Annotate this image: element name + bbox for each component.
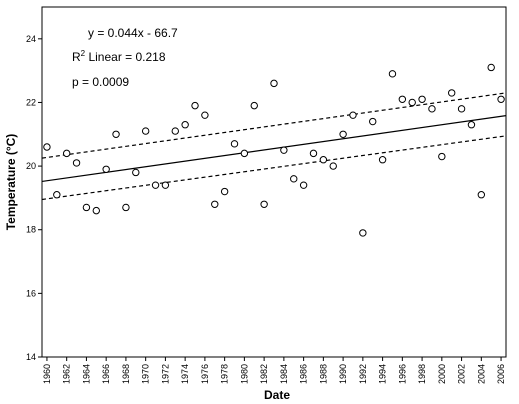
- data-point: [220, 187, 229, 196]
- y-axis: 14 16 18 20 22 24: [26, 34, 42, 362]
- data-point: [359, 229, 367, 237]
- data-point: [418, 95, 426, 103]
- data-point: [408, 98, 416, 107]
- x-tick-label: 2006: [496, 364, 506, 384]
- data-point: [388, 70, 397, 78]
- data-point: [270, 79, 278, 88]
- r2-label: R2 Linear = 0.218: [72, 49, 166, 64]
- p-value-label: p = 0.0009: [72, 75, 129, 89]
- x-tick-label: 2002: [457, 364, 467, 384]
- y-tick-label: 14: [26, 352, 36, 362]
- r2-prefix: R: [72, 50, 81, 64]
- x-axis-title: Date: [264, 388, 290, 402]
- x-tick-label: 1968: [121, 364, 131, 384]
- data-point: [339, 130, 347, 138]
- x-tick-label: 2004: [476, 364, 486, 384]
- x-tick-label: 1996: [397, 364, 407, 384]
- x-tick-label: 1988: [318, 364, 328, 384]
- y-axis-title: Temperature (°C): [4, 134, 18, 231]
- x-tick-label: 1966: [101, 364, 111, 384]
- data-point: [329, 162, 337, 170]
- data-point: [290, 175, 298, 183]
- data-point: [438, 152, 446, 161]
- regression-lines: [41, 92, 507, 201]
- x-tick-label: 1962: [62, 364, 72, 384]
- data-points: [43, 63, 505, 237]
- r2-superscript: 2: [81, 49, 86, 58]
- data-point: [181, 121, 189, 129]
- equation-label: y = 0.044x - 66.7: [88, 26, 178, 40]
- data-point: [82, 203, 91, 212]
- data-point: [457, 105, 466, 113]
- x-tick-label: 1974: [180, 364, 190, 384]
- data-point: [369, 117, 377, 126]
- data-point: [477, 191, 486, 199]
- y-tick-label: 24: [26, 34, 36, 44]
- data-point: [230, 140, 239, 148]
- r2-suffix: Linear = 0.218: [85, 50, 166, 64]
- data-point: [132, 168, 140, 177]
- x-tick-label: 1976: [200, 364, 210, 384]
- data-point: [299, 181, 308, 189]
- data-point: [201, 111, 209, 119]
- data-point: [112, 130, 120, 138]
- data-point: [43, 143, 51, 151]
- data-point: [378, 156, 387, 164]
- data-point: [92, 206, 100, 215]
- plot-area: [41, 6, 507, 358]
- x-tick-label: 1980: [239, 364, 249, 384]
- data-point: [260, 200, 268, 208]
- data-point: [53, 191, 61, 199]
- data-point: [349, 111, 357, 119]
- y-tick-label: 22: [26, 97, 36, 107]
- regression-line: [41, 115, 507, 183]
- x-tick-label: 1984: [279, 364, 289, 384]
- y-tick-label: 18: [26, 225, 36, 235]
- data-point: [151, 181, 160, 189]
- x-tick-label: 2000: [437, 364, 447, 384]
- x-tick-label: 1986: [299, 364, 309, 384]
- data-point: [122, 203, 130, 212]
- x-tick-label: 1970: [141, 364, 151, 384]
- data-point: [280, 146, 288, 154]
- data-point: [428, 105, 436, 113]
- x-tick-label: 1960: [42, 364, 52, 384]
- data-point: [467, 121, 476, 129]
- x-tick-label: 1964: [81, 364, 91, 384]
- x-tick-label: 1972: [160, 364, 170, 384]
- data-point: [72, 159, 81, 167]
- ci-lower-line: [41, 135, 507, 201]
- data-point: [171, 127, 179, 135]
- x-tick-label: 1998: [417, 364, 427, 384]
- data-point: [250, 101, 258, 110]
- data-point: [141, 127, 150, 135]
- x-tick-label: 1992: [358, 364, 368, 384]
- x-tick-label: 1982: [259, 364, 269, 384]
- x-tick-label: 1994: [378, 364, 388, 384]
- ci-upper-line: [41, 92, 507, 159]
- data-point: [240, 149, 249, 158]
- data-point: [191, 101, 199, 110]
- x-axis: 1960 1962 1964 1966 1968 1970 1972 1974 1976 1978…: [42, 357, 506, 384]
- data-point: [319, 156, 328, 164]
- data-point: [211, 200, 219, 208]
- data-point: [161, 181, 170, 189]
- data-point: [102, 165, 110, 173]
- y-tick-label: 16: [26, 288, 36, 298]
- data-point: [497, 95, 505, 103]
- x-tick-label: 1978: [220, 364, 230, 384]
- y-tick-label: 20: [26, 161, 36, 171]
- x-tick-label: 1990: [338, 364, 348, 384]
- data-point: [309, 149, 318, 158]
- data-point: [448, 89, 456, 97]
- data-point: [62, 149, 71, 158]
- data-point: [487, 63, 495, 72]
- data-point: [398, 95, 407, 103]
